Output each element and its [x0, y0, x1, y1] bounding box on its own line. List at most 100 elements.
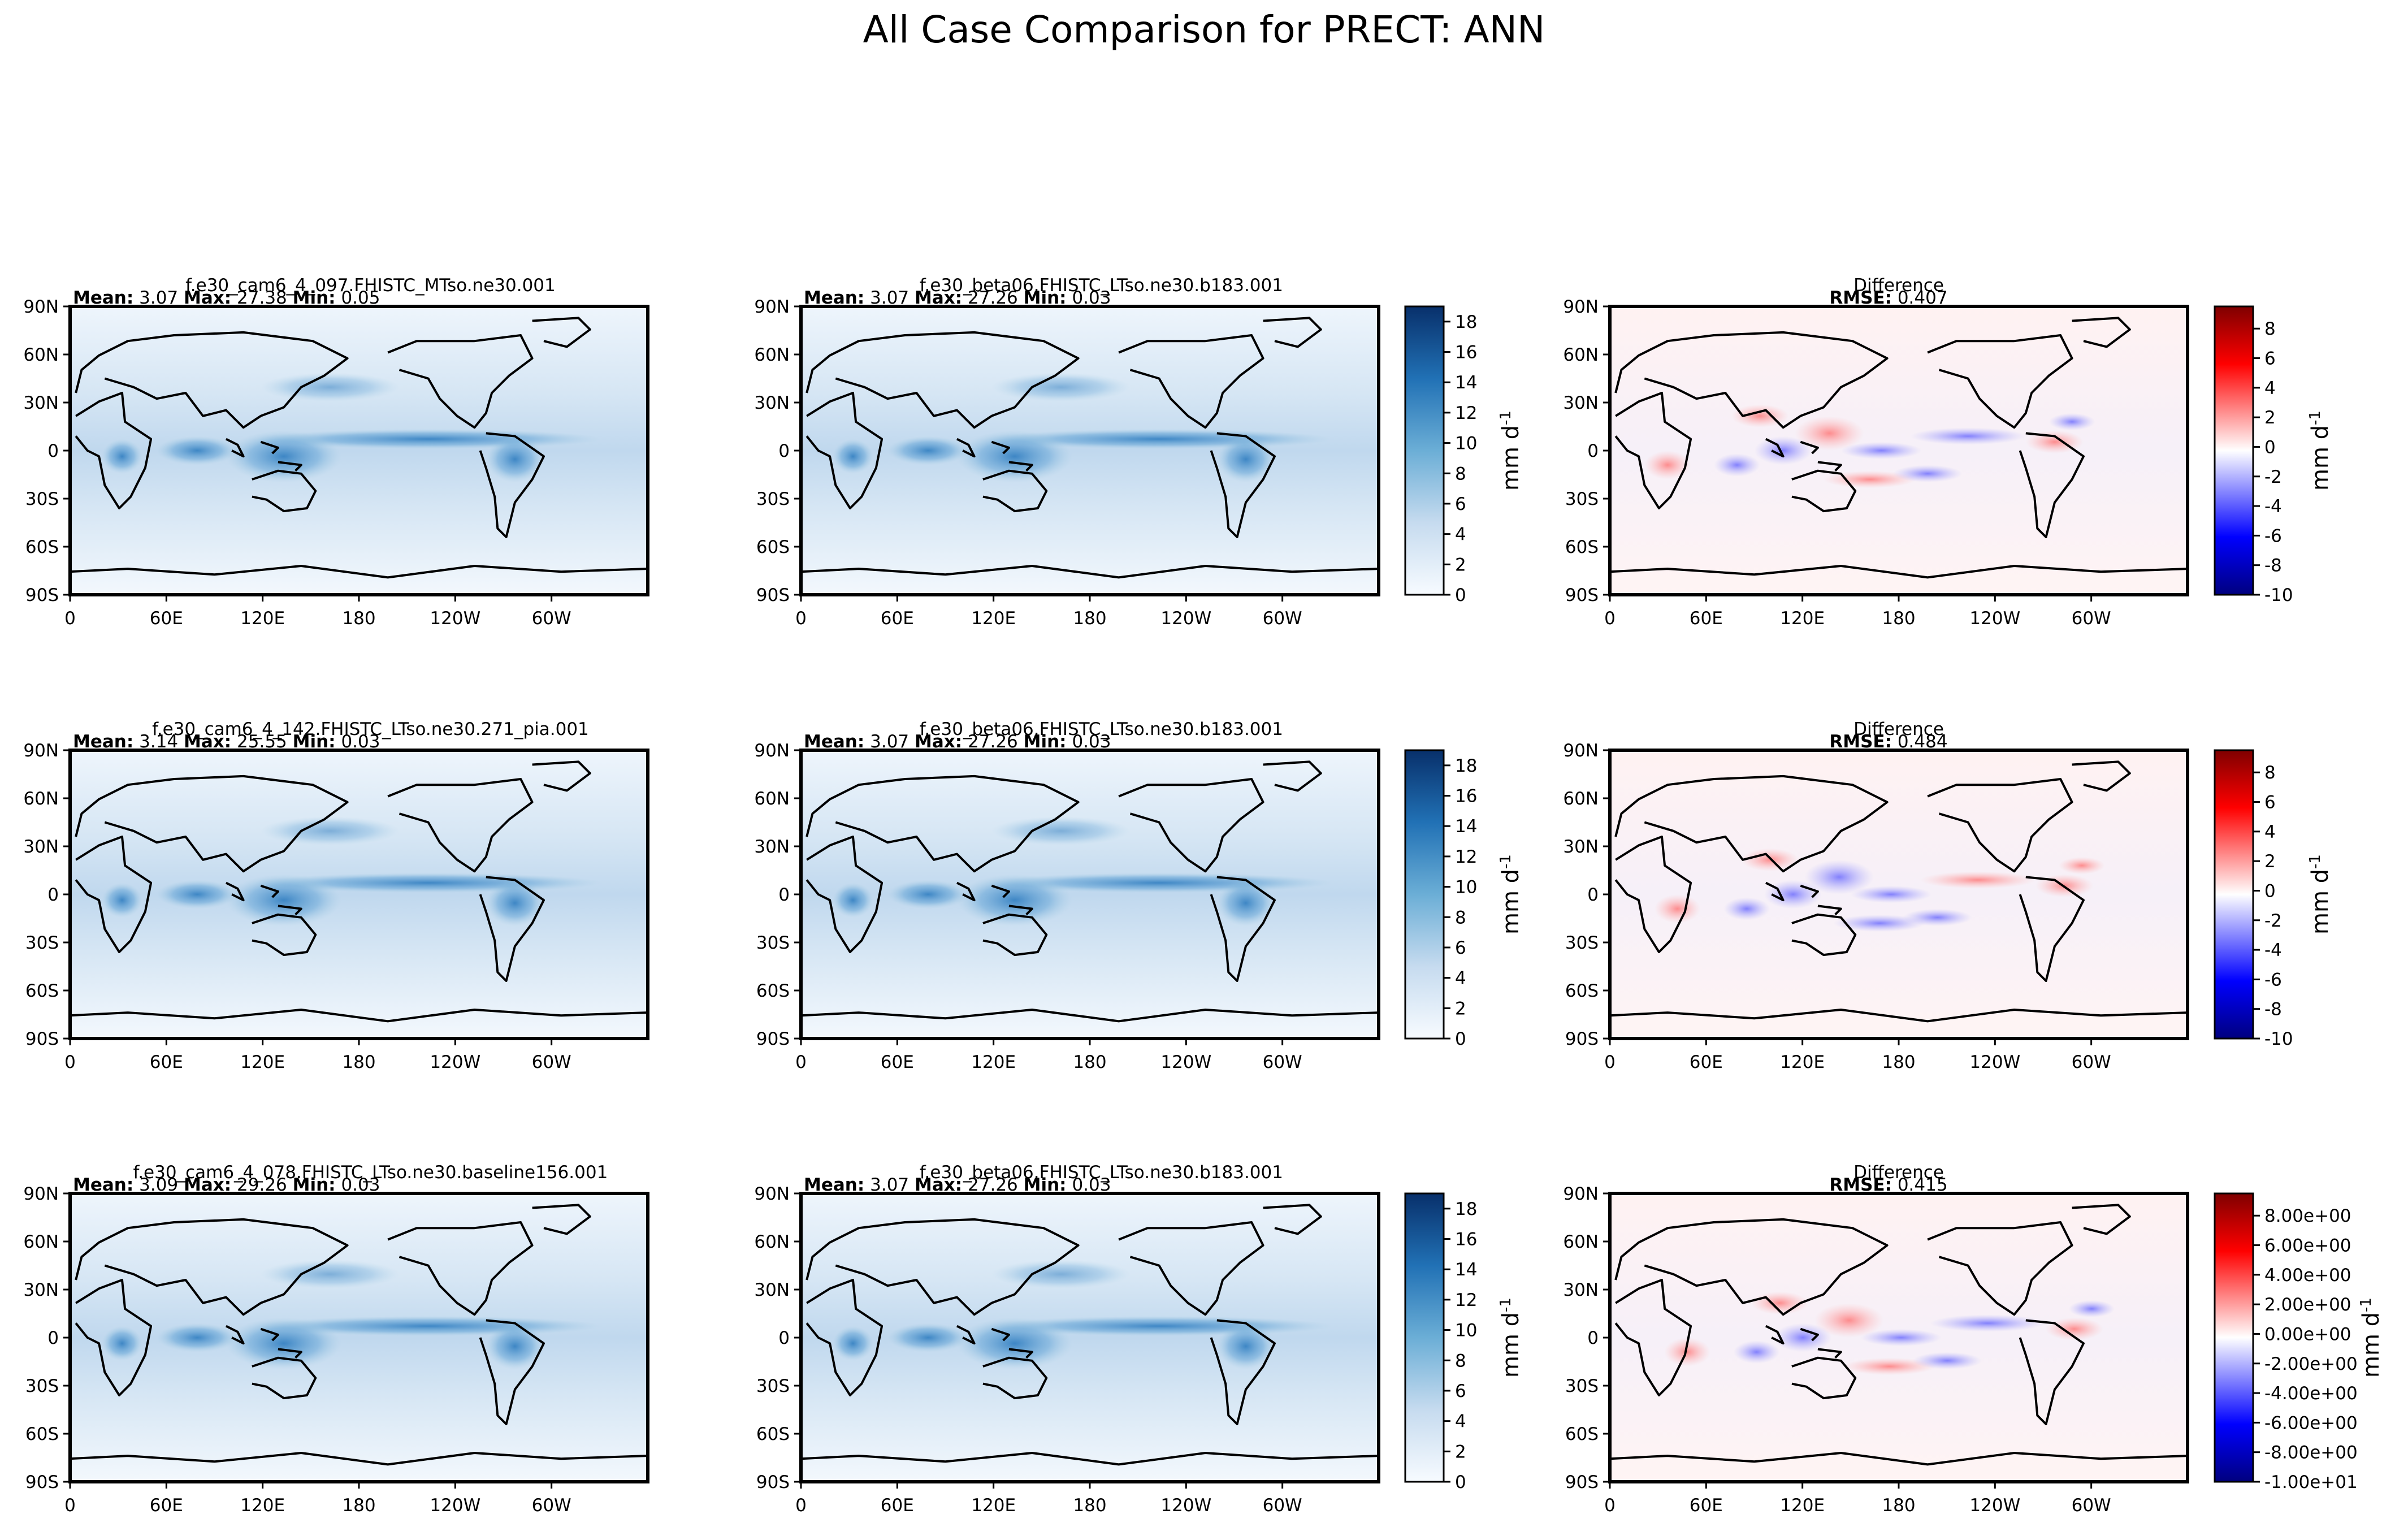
colorbar-tick-label: -4 — [2264, 940, 2282, 961]
x-tick-label: 120W — [430, 608, 480, 629]
x-tick-label: 60E — [1690, 1495, 1723, 1516]
colorbar-label: mm d-1 — [2358, 1297, 2384, 1378]
coastline — [991, 1327, 1010, 1342]
negative-anomaly — [1804, 859, 1874, 894]
x-tick-label: 0 — [1604, 1495, 1616, 1516]
coastline — [260, 1327, 279, 1342]
positive-anomaly — [1654, 894, 1701, 923]
y-tick-label: 90S — [1565, 1029, 1599, 1049]
negative-anomaly — [1774, 1323, 1832, 1352]
colorbar-frame — [1404, 305, 1445, 596]
colorbar-gradient — [1405, 306, 1444, 595]
coastline — [1008, 461, 1033, 472]
coastline — [479, 876, 545, 982]
coastline — [1210, 876, 1276, 982]
y-tick-label: 90N — [1563, 741, 1599, 761]
x-tick-label: 120W — [1160, 608, 1211, 629]
coastline — [1927, 1221, 2073, 1316]
coastline — [1118, 1221, 1264, 1316]
coastline — [70, 1009, 648, 1023]
colorbar-label: mm d-1 — [1497, 410, 1524, 491]
colorbar-tick-label: 8.00e+00 — [2264, 1206, 2351, 1226]
coastline — [1765, 438, 1785, 458]
coastline — [1817, 905, 1842, 916]
positive-anomaly — [1644, 451, 1691, 479]
coastline — [956, 1325, 976, 1345]
colorbar-tick-label: 4.00e+00 — [2264, 1265, 2351, 1286]
y-tick-label: 60S — [25, 537, 59, 557]
africa-rain — [833, 1326, 873, 1361]
indian-ocean-band — [887, 880, 969, 909]
y-tick-label: 30N — [23, 837, 59, 857]
x-tick-label: 120E — [1780, 1495, 1825, 1516]
coastline — [387, 334, 534, 429]
x-tick-label: 60E — [1690, 608, 1723, 629]
y-tick-label: 90S — [1565, 585, 1599, 605]
y-tick-label: 0 — [1587, 1328, 1599, 1348]
y-tick-label: 60N — [23, 1232, 59, 1252]
x-tick-label: 60W — [532, 608, 571, 629]
storm-track — [261, 1260, 400, 1289]
negative-anomaly — [1733, 1340, 1780, 1364]
coastline — [956, 438, 976, 458]
x-tick-label: 60E — [1690, 1052, 1723, 1072]
colorbar-frame — [2214, 749, 2254, 1040]
x-tick-label: 0 — [64, 608, 76, 629]
colorbar-label: mm d-1 — [1497, 854, 1524, 935]
colorbar-tick-label: 2.00e+00 — [2264, 1295, 2351, 1315]
negative-anomaly — [1903, 909, 1972, 927]
y-tick-label: 30S — [1565, 1376, 1599, 1396]
x-tick-label: 60E — [150, 1052, 183, 1072]
x-tick-label: 120E — [1780, 1052, 1825, 1072]
coastline — [1614, 1279, 1692, 1396]
y-tick-label: 60S — [1565, 981, 1599, 1001]
coastline — [805, 392, 883, 509]
coastline — [1614, 775, 1889, 873]
y-tick-label: 90S — [756, 1029, 790, 1049]
rmse-stat: RMSE: 0.415 — [1829, 1175, 1947, 1195]
coastline — [991, 884, 1010, 898]
y-tick-label: 30N — [754, 1280, 790, 1300]
x-tick-label: 60E — [881, 1052, 914, 1072]
x-tick-label: 120W — [1160, 1495, 1211, 1516]
colorbar-tick-label: 8 — [2264, 319, 2276, 339]
rmse-stat: RMSE: 0.484 — [1829, 732, 1947, 752]
coastline — [1614, 836, 1692, 953]
colorbar-tick-label: 8 — [1455, 1351, 1466, 1371]
indian-ocean-band — [157, 880, 238, 909]
coastline — [1614, 392, 1692, 509]
negative-anomaly — [1912, 1352, 1982, 1370]
colorbar-tick-label: 4 — [1455, 525, 1466, 545]
coastline — [1118, 334, 1264, 429]
colorbar-tick-label: -8 — [2264, 556, 2282, 576]
negative-anomaly — [1851, 885, 1932, 903]
coastline — [2072, 1204, 2131, 1235]
coastline — [1210, 1319, 1276, 1425]
indian-ocean-band — [157, 436, 238, 465]
rmse-stat: RMSE: 0.407 — [1829, 288, 1947, 308]
y-tick-label: 30S — [25, 1376, 59, 1396]
coastline — [982, 913, 1048, 957]
panel-title: Difference — [1853, 719, 1944, 739]
africa-rain — [102, 439, 142, 474]
coastline — [252, 913, 317, 957]
difference-map: 0 60E 120E 180 120W 60W 90N 60N 30N 0 30S 60S 90S Dif… — [1563, 719, 2189, 1072]
coastline — [2072, 760, 2131, 792]
x-tick-label: 180 — [1073, 1495, 1106, 1516]
test-case-map: 0 60E 120E 180 120W 60W 90N 60N 30N 0 30S 60S 90S f.e… — [23, 275, 649, 629]
coastline — [226, 881, 245, 902]
x-tick-label: 120E — [971, 1495, 1016, 1516]
x-tick-label: 120E — [971, 608, 1016, 629]
storm-track — [991, 1260, 1131, 1289]
colorbar-tick-label: 0.00e+00 — [2264, 1324, 2351, 1344]
coastline — [2072, 317, 2131, 348]
coastline — [801, 1009, 1379, 1023]
colorbar-tick-label: -8.00e+00 — [2264, 1443, 2358, 1463]
y-tick-label: 60N — [1563, 1232, 1599, 1252]
coastline — [1800, 1327, 1819, 1342]
colorbar-tick-label: 2 — [1455, 555, 1466, 575]
x-tick-label: 120E — [240, 1052, 285, 1072]
coastline — [801, 565, 1379, 579]
x-tick-label: 0 — [795, 1052, 807, 1072]
